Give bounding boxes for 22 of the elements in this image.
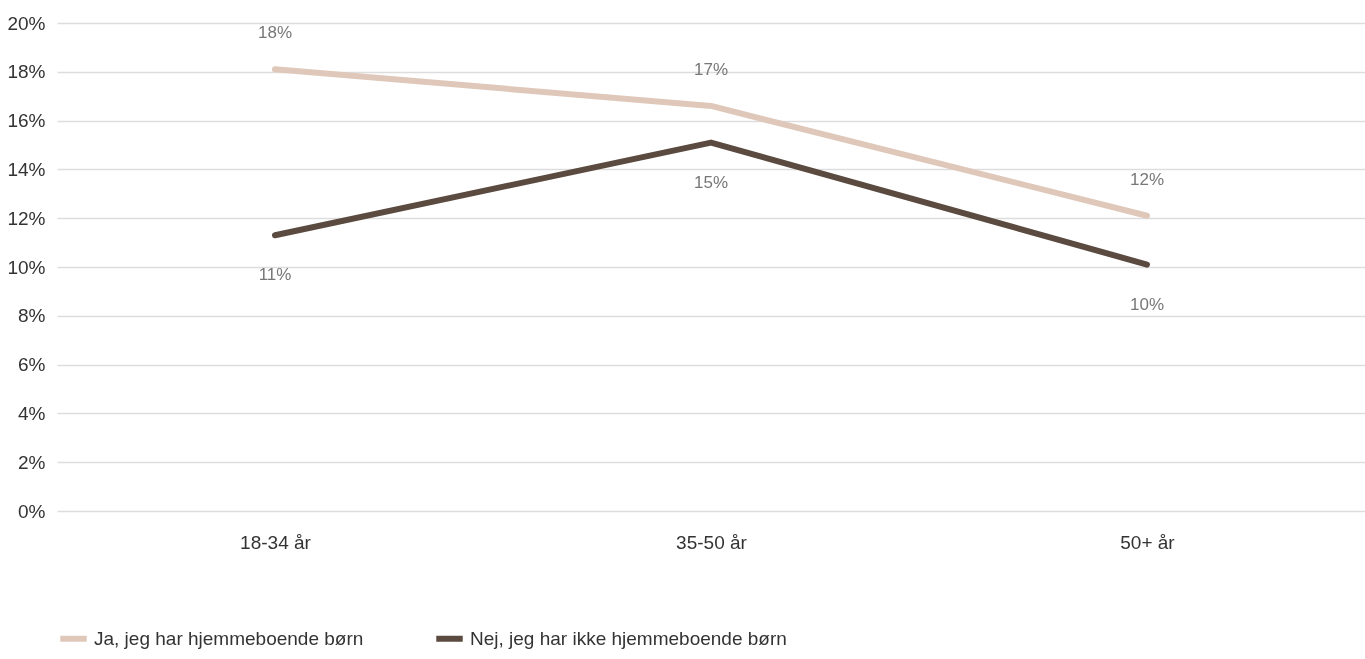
y-tick-label: 8% (18, 305, 46, 327)
data-label: 11% (258, 265, 292, 285)
data-label: 18% (257, 23, 293, 43)
y-tick-label: 0% (18, 500, 46, 522)
data-label: 12% (1129, 169, 1165, 189)
data-label: 15% (693, 172, 729, 192)
y-tick-label: 20% (7, 12, 46, 34)
y-tick-label: 18% (7, 61, 46, 83)
y-tick-label: 10% (7, 256, 46, 278)
y-tick-label: 4% (18, 402, 46, 424)
x-tick-label: 50+ år (1120, 531, 1176, 553)
data-label: 17% (693, 59, 729, 79)
x-tick-label: 18-34 år (240, 531, 312, 553)
y-tick-label: 2% (18, 451, 46, 473)
y-tick-label: 16% (7, 110, 46, 132)
data-label: 10% (1129, 294, 1165, 314)
y-tick-label: 14% (7, 158, 46, 180)
legend-label: Nej, jeg har ikke hjemmeboende børn (470, 627, 787, 649)
y-tick-label: 6% (18, 354, 46, 376)
x-tick-label: 35-50 år (676, 531, 748, 553)
y-tick-label: 12% (7, 207, 46, 229)
legend-label: Ja, jeg har hjemmeboende børn (94, 627, 364, 649)
